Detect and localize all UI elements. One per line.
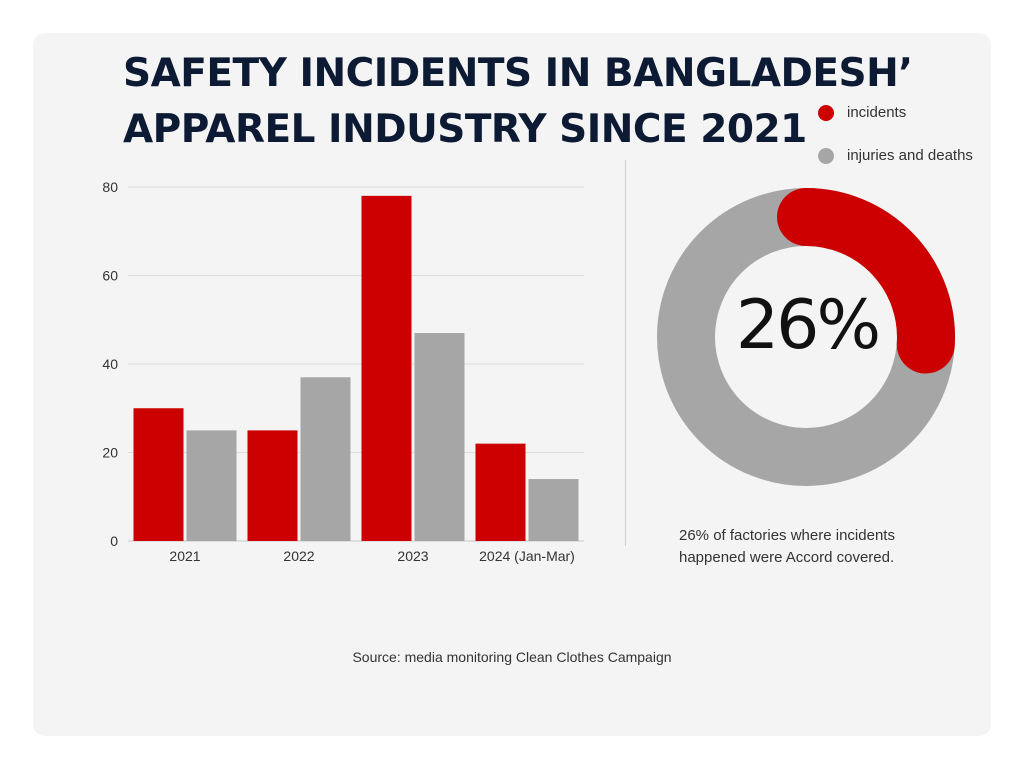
donut-slice-accord-covered <box>777 188 955 374</box>
donut-caption: 26% of factories where incidents happene… <box>679 527 895 566</box>
bar-incidents <box>361 195 412 541</box>
y-tick-label: 0 <box>110 533 118 549</box>
legend-label-injuries-and-deaths: injuries and deaths <box>847 147 973 164</box>
x-tick-label: 2021 <box>169 548 200 564</box>
legend-swatch-incidents <box>818 105 834 121</box>
donut-chart <box>657 188 955 486</box>
bar-incidents <box>247 430 298 541</box>
chart-title-line-1: Safety incidents in Bangladesh’ <box>123 51 913 96</box>
y-tick-label: 60 <box>102 268 118 284</box>
x-tick-label: 2024 (Jan-Mar) <box>479 548 575 564</box>
y-tick-label: 40 <box>102 356 118 372</box>
x-tick-label: 2022 <box>283 548 314 564</box>
bar-injuries-and-deaths <box>300 377 351 541</box>
bar-chart: 0 20 40 60 80 2021 2022 2023 2024 (Jan-Mar) <box>102 179 584 564</box>
bar-incidents <box>133 408 184 541</box>
donut-center-label: 26% <box>735 286 881 365</box>
bar-injuries-and-deaths <box>414 333 465 541</box>
source-note: Source: media monitoring Clean Clothes C… <box>352 649 672 665</box>
bar-incidents <box>475 443 526 541</box>
bar-injuries-and-deaths <box>528 479 579 541</box>
legend-label-incidents: incidents <box>847 104 907 121</box>
y-tick-label: 80 <box>102 179 118 195</box>
y-tick-label: 20 <box>102 445 118 461</box>
chart-title-line-2: apparel industry since 2021 <box>123 107 807 152</box>
divider <box>625 160 626 546</box>
x-tick-label: 2023 <box>397 548 428 564</box>
chart-title: Safety incidents in Bangladesh’ apparel … <box>123 46 913 158</box>
legend-swatch-injuries-and-deaths <box>818 148 834 164</box>
bar-injuries-and-deaths <box>186 430 237 541</box>
